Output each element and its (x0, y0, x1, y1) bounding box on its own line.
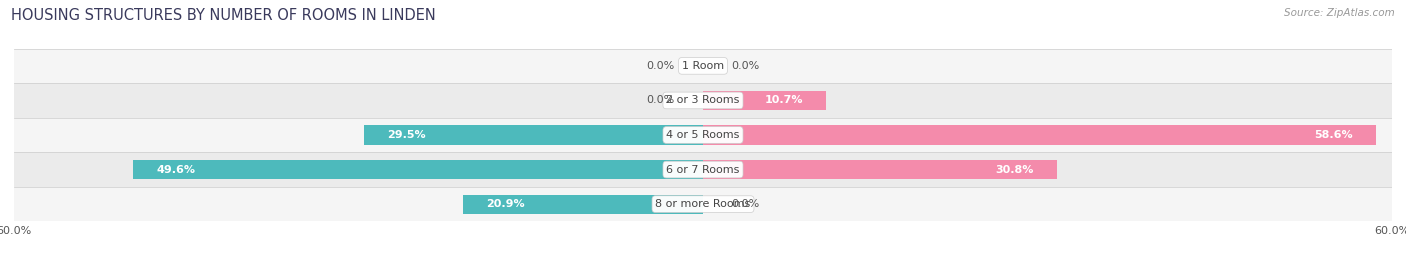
Bar (134, 160, 703, 179)
Bar (14, 49, 1392, 83)
Bar (364, 126, 703, 144)
Text: 49.6%: 49.6% (156, 164, 195, 175)
Text: 0.0%: 0.0% (731, 199, 761, 209)
Bar (14, 118, 1392, 152)
Bar (14, 83, 1392, 118)
Text: 58.6%: 58.6% (1315, 130, 1353, 140)
Bar (14, 152, 1392, 187)
Bar (14, 187, 1392, 221)
Bar (703, 126, 1376, 144)
Text: 4 or 5 Rooms: 4 or 5 Rooms (666, 130, 740, 140)
Text: 30.8%: 30.8% (995, 164, 1033, 175)
Text: 0.0%: 0.0% (645, 95, 675, 106)
Text: 20.9%: 20.9% (486, 199, 524, 209)
Text: 29.5%: 29.5% (387, 130, 426, 140)
Text: 8 or more Rooms: 8 or more Rooms (655, 199, 751, 209)
Text: 1 Room: 1 Room (682, 61, 724, 71)
Bar (703, 160, 1057, 179)
Text: HOUSING STRUCTURES BY NUMBER OF ROOMS IN LINDEN: HOUSING STRUCTURES BY NUMBER OF ROOMS IN… (11, 8, 436, 23)
Text: 0.0%: 0.0% (731, 61, 761, 71)
Bar (703, 91, 825, 110)
Bar (463, 195, 703, 214)
Text: Source: ZipAtlas.com: Source: ZipAtlas.com (1284, 8, 1395, 18)
Text: 6 or 7 Rooms: 6 or 7 Rooms (666, 164, 740, 175)
Text: 2 or 3 Rooms: 2 or 3 Rooms (666, 95, 740, 106)
Text: 0.0%: 0.0% (645, 61, 675, 71)
Text: 10.7%: 10.7% (765, 95, 803, 106)
